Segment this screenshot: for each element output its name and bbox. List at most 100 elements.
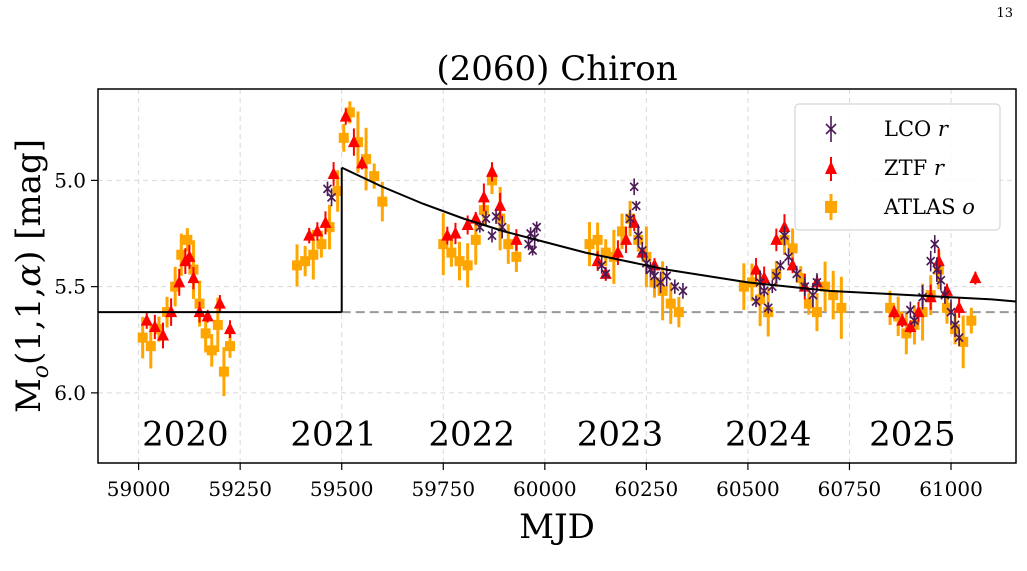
x-tick-label: 61000 (919, 477, 983, 501)
x-tick-label: 60250 (615, 477, 679, 501)
ztf-point (750, 262, 763, 275)
year-label: 2022 (428, 414, 515, 454)
atlas-point (308, 249, 319, 260)
lco-mark-b (800, 282, 810, 292)
lco-point (783, 248, 794, 266)
lco-point (936, 269, 946, 291)
y-tick-label: 6.0 (54, 381, 86, 405)
tick-layer: 59000 59250 59500 59750 60000 60250 60500 60750… (54, 168, 983, 501)
ztf-point (356, 156, 369, 169)
chart-title: (2060) Chiron (436, 49, 677, 89)
atlas-point (369, 171, 380, 182)
lco-mark-b (532, 222, 542, 232)
lco-mark-b (629, 182, 639, 192)
y-label-m: M (9, 378, 49, 413)
y-axis-label: Mo(1,1,α) [mag] (9, 139, 54, 413)
lco-point (637, 241, 647, 260)
lco-point (678, 282, 688, 299)
ztf-point (620, 232, 633, 245)
lco-mark-b (530, 233, 540, 243)
atlas-point (941, 302, 952, 313)
year-label: 2021 (290, 414, 377, 454)
lco-mark-b (946, 307, 956, 317)
lco-mark-b (954, 333, 964, 343)
lco-point (909, 314, 920, 327)
year-label: 2025 (869, 414, 956, 454)
atlas-point (795, 273, 806, 284)
atlas-point (885, 302, 896, 313)
legend-lco-label: LCO r (884, 117, 950, 141)
atlas-point (316, 239, 327, 250)
ztf-point (148, 320, 161, 332)
ztf-point (173, 275, 186, 288)
lco-point (930, 235, 940, 254)
atlas-point (361, 154, 372, 165)
year-labels: 2020 2021 2022 2023 2024 2025 (142, 414, 956, 454)
atlas-point (901, 328, 912, 339)
atlas-point (787, 243, 798, 254)
lco-point (601, 268, 611, 280)
ztf-point (156, 328, 169, 341)
lco-mark-b (767, 282, 777, 292)
atlas-point (212, 319, 223, 330)
atlas-point (332, 186, 343, 196)
lco-point (751, 295, 761, 308)
lco-mark-b (601, 269, 611, 279)
lco-point (808, 282, 818, 308)
legend-atlas-marker (825, 194, 837, 220)
atlas-point (958, 336, 969, 347)
x-tick-label: 60750 (818, 477, 882, 501)
ztf-point (347, 135, 360, 148)
lco-mark-b (631, 201, 641, 211)
lco-point (528, 245, 538, 256)
legend-lco-x-b (825, 123, 837, 135)
lco-mark-b (763, 303, 773, 313)
y-label-sub: o (29, 365, 54, 378)
atlas-point (462, 260, 473, 271)
lco-mark-b (637, 245, 647, 256)
lco-point (946, 299, 956, 325)
atlas-point (503, 239, 514, 250)
atlas-point (828, 290, 839, 301)
ztf-point (888, 305, 901, 318)
atlas-point (137, 332, 148, 343)
atlas-point (616, 226, 627, 237)
ztf-point (494, 198, 507, 211)
lco-point (625, 209, 635, 228)
y-label-rest: (1,1, (9, 287, 49, 365)
ztf-point (303, 228, 316, 241)
lco-point (763, 302, 773, 314)
legend-lco-marker (825, 116, 837, 142)
ztf-point (770, 232, 783, 245)
legend-ztf-triangle (825, 161, 837, 174)
ztf-point (912, 305, 925, 318)
lco-point (812, 273, 822, 292)
lco-point (755, 270, 765, 295)
atlas-point (352, 137, 363, 148)
ztf-point (140, 313, 153, 326)
atlas-point (584, 239, 595, 250)
year-label: 2024 (725, 414, 812, 454)
lco-mark-b (751, 296, 761, 307)
lco-mark-b (936, 275, 946, 285)
atlas-point (803, 298, 814, 309)
lco-mark-b (670, 282, 680, 292)
lco-point (481, 210, 491, 227)
ztf-point (758, 271, 771, 284)
lco-mark-b (926, 256, 936, 266)
atlas-point (446, 247, 457, 258)
ztf-point (319, 215, 332, 228)
lco-mark-b (528, 245, 538, 256)
atlas-point (665, 298, 676, 309)
x-tick-label: 59250 (208, 477, 272, 501)
lco-mark-b (812, 277, 822, 287)
ztf-point (311, 224, 324, 237)
lco-mark-b (905, 305, 915, 315)
x-tick-label: 59750 (411, 477, 475, 501)
atlas-point (218, 366, 229, 377)
y-label-alpha: α (9, 264, 49, 287)
legend-atlas-square (825, 201, 837, 213)
lco-point (771, 268, 781, 284)
lco-mark-b (779, 231, 790, 241)
ztf-point (611, 245, 624, 258)
